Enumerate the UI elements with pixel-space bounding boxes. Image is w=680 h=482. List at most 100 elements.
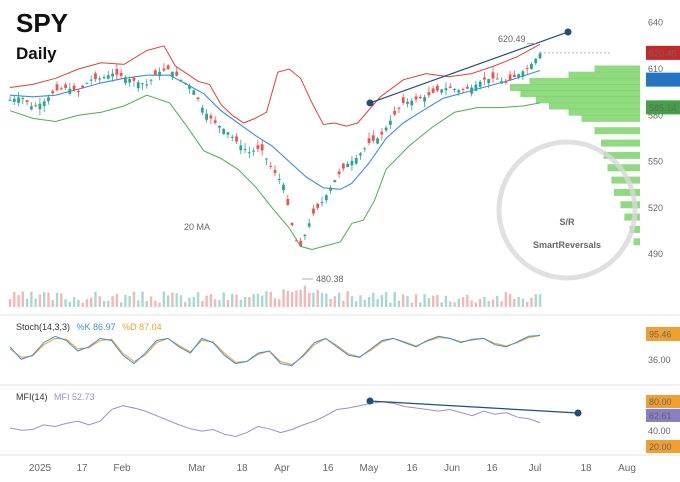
volume-bar [47, 292, 50, 307]
volume-bar [316, 289, 319, 307]
low-annotation: 480.38 [316, 274, 344, 284]
volume-bar [209, 294, 213, 307]
volume-bar [90, 297, 93, 307]
candle-body [38, 103, 42, 110]
volume-bar [94, 291, 97, 307]
candle-body [525, 68, 529, 70]
candle-body [25, 100, 29, 103]
x-axis-tick: Feb [113, 463, 131, 474]
volume-bar [175, 293, 178, 307]
candle-body [367, 138, 371, 144]
volume-bar [290, 292, 294, 307]
volume-bar [423, 294, 426, 307]
candle-body [218, 125, 221, 128]
candle-body [85, 82, 89, 84]
volume-bar [260, 295, 264, 307]
candle-body [397, 107, 401, 109]
candle-body [324, 195, 328, 201]
candle-body [453, 89, 456, 91]
candle-body [418, 96, 422, 99]
candle-body [414, 96, 418, 100]
volume-profile-bar [510, 84, 640, 92]
candle-body [132, 77, 136, 81]
volume-bar [496, 295, 499, 307]
mfi-upper-badge-bg [646, 395, 680, 408]
candle-body [316, 203, 320, 208]
volume-bar [367, 296, 371, 307]
volume-bar [111, 296, 114, 307]
volume-bar [102, 300, 106, 307]
volume-bar [504, 292, 508, 307]
candle-body [282, 184, 285, 191]
mfi-value-label: MFI 52.73 [54, 392, 95, 402]
candle-body [188, 85, 191, 89]
price-axis-tick: 520 [648, 203, 663, 213]
volume-bar [419, 302, 422, 307]
candle-body [235, 136, 238, 142]
volume-bar [384, 292, 388, 307]
candle-body [359, 153, 362, 156]
stoch-k-label: %K 86.97 [76, 322, 116, 332]
stoch-k-line [9, 335, 541, 367]
volume-bar [55, 292, 59, 307]
stoch-label: Stoch(14,3,3) %K 86.97 %D 87.04 [16, 322, 162, 332]
volume-bar [137, 300, 140, 307]
volume-bar [51, 300, 54, 307]
candle-body [34, 105, 38, 107]
volume-bar [444, 295, 448, 307]
volume-bar [252, 294, 255, 307]
volume-bar [201, 301, 204, 307]
candles-group [8, 51, 542, 247]
upper-band-line [9, 43, 541, 127]
candle-body [286, 198, 290, 205]
candle-body [72, 85, 76, 91]
mfi-value-badge: 62.61 [649, 411, 672, 421]
volume-bar [487, 301, 490, 307]
candle-body [307, 223, 311, 227]
candle-body [273, 170, 277, 174]
volume-bar [449, 301, 452, 307]
trendline-point [564, 28, 572, 36]
trendline-point [366, 99, 374, 107]
volume-bar [128, 295, 131, 307]
candle-body [448, 86, 452, 88]
candle-body [12, 98, 16, 102]
candle-body [350, 160, 354, 166]
candle-body [226, 132, 230, 135]
candle-body [517, 74, 521, 78]
mfi-name: MFI(14) [16, 392, 48, 402]
candle-body [106, 75, 110, 79]
candle-body [341, 163, 345, 169]
volume-bar [115, 293, 119, 307]
candle-body [145, 84, 149, 86]
candle-body [444, 88, 448, 91]
last-price-badge: 620.45 [649, 48, 677, 58]
volume-bar [107, 300, 110, 307]
volume-profile-bar [536, 96, 640, 104]
volume-bar [329, 298, 332, 307]
volume-bar [530, 297, 533, 307]
volume-bar [85, 299, 89, 307]
candle-body [406, 101, 409, 104]
candle-body [346, 163, 350, 168]
candle-body [508, 74, 512, 80]
candle-body [179, 79, 183, 81]
stoch-name: Stoch(14,3,3) [16, 322, 71, 332]
volume-bar [393, 292, 396, 307]
candle-body [401, 97, 405, 103]
candle-body [389, 120, 392, 125]
price-axis-tick: 490 [648, 249, 663, 259]
volume-bar [453, 302, 456, 307]
volume-bar [457, 298, 460, 307]
volume-bar [154, 300, 157, 307]
volume-profile-bar [581, 114, 640, 122]
volume-profile-bar [603, 151, 640, 159]
candle-body [111, 73, 114, 77]
candle-body [354, 157, 358, 164]
candle-body [213, 120, 217, 123]
candle-body [153, 70, 157, 76]
candle-body [119, 72, 123, 76]
volume-bar [243, 297, 247, 307]
candle-body [461, 88, 465, 90]
candle-body [265, 158, 268, 160]
